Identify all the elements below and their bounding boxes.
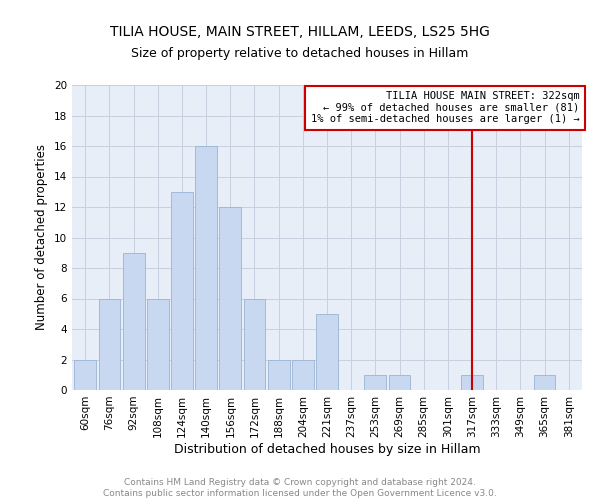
Bar xyxy=(147,298,169,390)
Bar xyxy=(364,375,386,390)
Bar xyxy=(389,375,410,390)
X-axis label: Distribution of detached houses by size in Hillam: Distribution of detached houses by size … xyxy=(173,442,481,456)
Bar xyxy=(292,360,314,390)
Bar xyxy=(244,298,265,390)
Bar xyxy=(123,253,145,390)
Y-axis label: Number of detached properties: Number of detached properties xyxy=(35,144,49,330)
Text: Size of property relative to detached houses in Hillam: Size of property relative to detached ho… xyxy=(131,48,469,60)
Bar xyxy=(171,192,193,390)
Bar xyxy=(461,375,483,390)
Bar xyxy=(195,146,217,390)
Bar xyxy=(220,207,241,390)
Bar xyxy=(98,298,121,390)
Bar xyxy=(316,314,338,390)
Text: TILIA HOUSE, MAIN STREET, HILLAM, LEEDS, LS25 5HG: TILIA HOUSE, MAIN STREET, HILLAM, LEEDS,… xyxy=(110,25,490,39)
Bar xyxy=(533,375,556,390)
Text: Contains HM Land Registry data © Crown copyright and database right 2024.
Contai: Contains HM Land Registry data © Crown c… xyxy=(103,478,497,498)
Text: TILIA HOUSE MAIN STREET: 322sqm
← 99% of detached houses are smaller (81)
1% of : TILIA HOUSE MAIN STREET: 322sqm ← 99% of… xyxy=(311,91,580,124)
Bar xyxy=(74,360,96,390)
Bar xyxy=(268,360,290,390)
